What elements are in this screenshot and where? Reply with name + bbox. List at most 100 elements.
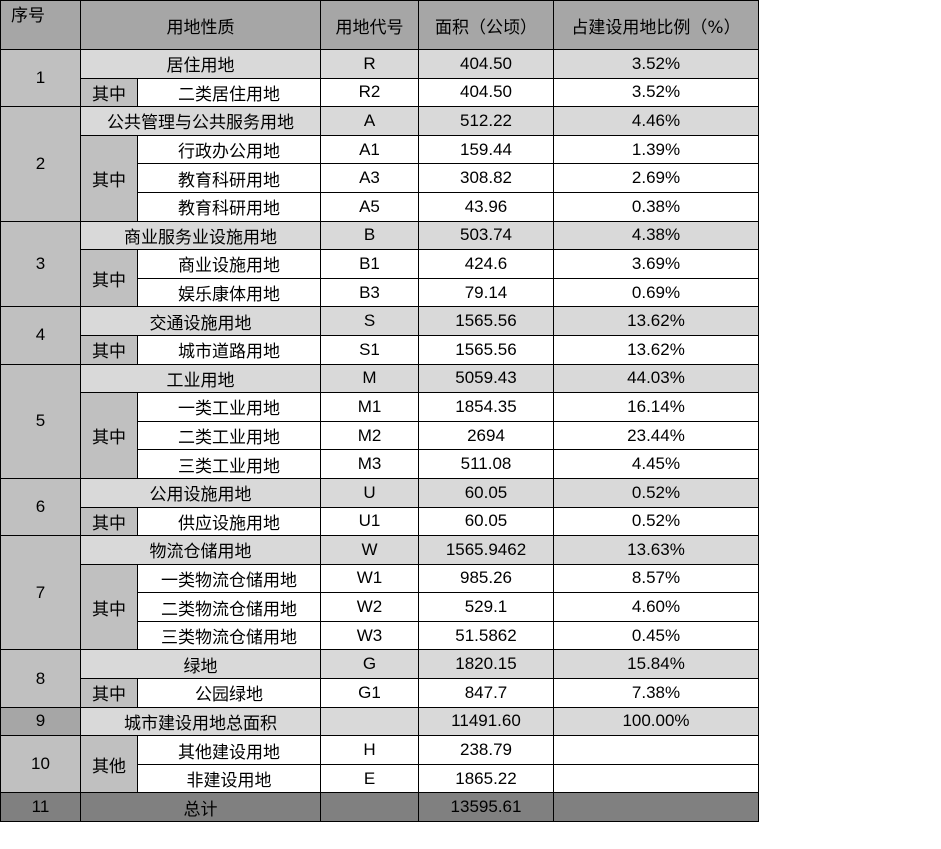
category-row: 3 商业服务业设施用地 B 503.74 4.38% bbox=[0, 220, 759, 308]
category-name: 工业用地 bbox=[80, 363, 321, 394]
land-use-code: W1 bbox=[320, 563, 419, 594]
category-row: 1 居住用地 R 404.50 3.52% bbox=[0, 48, 759, 108]
category-code: W bbox=[320, 535, 419, 565]
land-use-name: 非建设用地 bbox=[137, 763, 321, 794]
land-use-code: A1 bbox=[320, 134, 419, 165]
seq-number: 1 bbox=[0, 48, 81, 108]
area-value: 79.14 bbox=[418, 277, 554, 308]
land-use-code: M2 bbox=[320, 420, 419, 451]
subcategory-row: 二类工业用地 M2 2694 23.44% bbox=[1, 420, 759, 451]
ratio-value: 3.69% bbox=[553, 249, 759, 279]
subcategory-row: 三类物流仓储用地 W3 51.5862 0.45% bbox=[1, 620, 759, 651]
area-value: 404.50 bbox=[418, 77, 554, 108]
land-use-code: B1 bbox=[320, 249, 419, 279]
land-use-code: M1 bbox=[320, 392, 419, 422]
land-use-code: H bbox=[320, 735, 419, 765]
area-value: 1565.9462 bbox=[418, 535, 554, 565]
area-value: 1865.22 bbox=[418, 763, 554, 794]
category-code: M bbox=[320, 363, 419, 394]
ratio-value: 8.57% bbox=[553, 563, 759, 594]
subcategory-label: 其中 bbox=[80, 334, 138, 365]
seq-number: 2 bbox=[0, 106, 81, 222]
header-ratio: 占建设用地比例（%） bbox=[553, 0, 759, 50]
seq-number: 11 bbox=[0, 792, 81, 823]
subcategory-row: 教育科研用地 A5 43.96 0.38% bbox=[1, 191, 759, 222]
ratio-value: 0.52% bbox=[553, 477, 759, 508]
land-use-code: B3 bbox=[320, 277, 419, 308]
seq-number: 3 bbox=[0, 220, 81, 308]
area-value: 11491.60 bbox=[418, 706, 554, 737]
area-value: 1565.56 bbox=[418, 334, 554, 365]
area-value: 13595.61 bbox=[418, 792, 554, 823]
land-use-code: S1 bbox=[320, 334, 419, 365]
land-use-name: 二类居住用地 bbox=[137, 77, 321, 108]
category-row: 6 公用设施用地 U 60.05 0.52% bbox=[0, 477, 759, 537]
land-use-name: 城市道路用地 bbox=[137, 334, 321, 365]
land-use-code: M3 bbox=[320, 449, 419, 479]
area-value: 1854.35 bbox=[418, 392, 554, 422]
seq-number: 10 bbox=[0, 735, 81, 794]
subcategory-row: 娱乐康体用地 B3 79.14 0.69% bbox=[1, 277, 759, 308]
header-nature: 用地性质 bbox=[80, 0, 321, 50]
category-code: A bbox=[320, 106, 419, 136]
subcategory-row: 其中 二类居住用地 R2 404.50 3.52% bbox=[1, 77, 759, 108]
area-value: 512.22 bbox=[418, 106, 554, 136]
urban-total-row: 9 城市建设用地总面积 11491.60 100.00% bbox=[0, 706, 759, 737]
category-row: 4 交通设施用地 S 1565.56 13.62% bbox=[0, 306, 759, 365]
seq-number: 9 bbox=[0, 706, 81, 737]
subcategory-label: 其中 bbox=[80, 392, 138, 479]
seq-number: 4 bbox=[0, 306, 81, 365]
land-use-name: 教育科研用地 bbox=[137, 163, 321, 193]
header-area: 面积（公顷） bbox=[418, 0, 554, 50]
category-code: U bbox=[320, 477, 419, 508]
ratio-value: 13.63% bbox=[553, 535, 759, 565]
area-value: 503.74 bbox=[418, 220, 554, 251]
subcategory-label: 其中 bbox=[80, 77, 138, 108]
category-name: 商业服务业设施用地 bbox=[80, 220, 321, 251]
table-header-row: 序号 用地性质 用地代号 面积（公顷） 占建设用地比例（%） bbox=[0, 0, 759, 50]
category-name: 绿地 bbox=[80, 649, 321, 680]
subcategory-label: 其中 bbox=[80, 506, 138, 537]
ratio-value: 0.69% bbox=[553, 277, 759, 308]
area-value: 985.26 bbox=[418, 563, 554, 594]
area-value: 1820.15 bbox=[418, 649, 554, 680]
land-use-name: 教育科研用地 bbox=[137, 191, 321, 222]
land-use-code: W3 bbox=[320, 620, 419, 651]
ratio-value: 0.38% bbox=[553, 191, 759, 222]
land-use-name: 行政办公用地 bbox=[137, 134, 321, 165]
land-use-code: R2 bbox=[320, 77, 419, 108]
ratio-value: 0.52% bbox=[553, 506, 759, 537]
land-use-code: G1 bbox=[320, 678, 419, 708]
subcategory-row: 其中 行政办公用地 A1 159.44 1.39% bbox=[1, 134, 759, 222]
ratio-value: 7.38% bbox=[553, 678, 759, 708]
area-value: 2694 bbox=[418, 420, 554, 451]
category-row: 2 公共管理与公共服务用地 A 512.22 4.46% bbox=[0, 106, 759, 222]
header-code: 用地代号 bbox=[320, 0, 419, 50]
ratio-value: 15.84% bbox=[553, 649, 759, 680]
ratio-value: 13.62% bbox=[553, 306, 759, 336]
category-code: R bbox=[320, 49, 419, 79]
ratio-value: 4.38% bbox=[553, 220, 759, 251]
ratio-value: 4.60% bbox=[553, 592, 759, 622]
land-use-name: 三类物流仓储用地 bbox=[137, 620, 321, 651]
land-use-name: 一类工业用地 bbox=[137, 392, 321, 422]
area-value: 5059.43 bbox=[418, 363, 554, 394]
subcategory-row: 其中 商业设施用地 B1 424.6 3.69% bbox=[1, 249, 759, 308]
land-use-name: 二类物流仓储用地 bbox=[137, 592, 321, 622]
area-value: 529.1 bbox=[418, 592, 554, 622]
total-code bbox=[320, 706, 419, 737]
ratio-value: 44.03% bbox=[553, 363, 759, 394]
ratio-value: 1.39% bbox=[553, 134, 759, 165]
subcategory-row: 其中 一类物流仓储用地 W1 985.26 8.57% bbox=[1, 563, 759, 651]
area-value: 847.7 bbox=[418, 678, 554, 708]
subcategory-row: 其中 公园绿地 G1 847.7 7.38% bbox=[1, 678, 759, 708]
subcategory-label: 其中 bbox=[80, 678, 138, 708]
ratio-value: 2.69% bbox=[553, 163, 759, 193]
area-value: 159.44 bbox=[418, 134, 554, 165]
land-use-name: 三类工业用地 bbox=[137, 449, 321, 479]
category-row: 5 工业用地 M 5059.43 44.03% bbox=[0, 363, 759, 479]
category-code: B bbox=[320, 220, 419, 251]
other-row: 非建设用地 E 1865.22 bbox=[1, 763, 759, 794]
other-label: 其他 bbox=[80, 735, 138, 794]
subcategory-label: 其中 bbox=[80, 249, 138, 308]
